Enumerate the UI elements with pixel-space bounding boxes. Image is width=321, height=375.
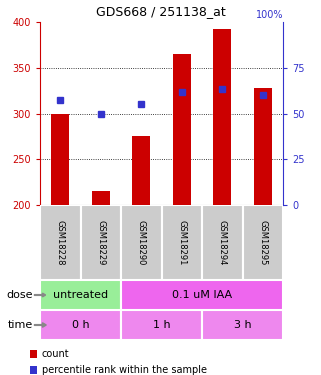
Bar [40,280,121,310]
Text: 0 h: 0 h [72,320,89,330]
Text: percentile rank within the sample: percentile rank within the sample [42,365,207,375]
Text: dose: dose [6,290,33,300]
Text: GSM18228: GSM18228 [56,220,65,265]
Bar [40,205,81,280]
Text: 3 h: 3 h [234,320,251,330]
Text: GSM18290: GSM18290 [137,220,146,265]
Bar [202,310,283,340]
Bar [40,310,121,340]
Text: 1 h: 1 h [153,320,170,330]
Text: GSM18229: GSM18229 [96,220,105,265]
Bar [121,205,161,280]
Bar [242,205,283,280]
Bar [132,136,150,205]
Text: time: time [7,320,33,330]
Text: untreated: untreated [53,290,108,300]
Bar [121,310,202,340]
Bar [254,88,272,205]
Bar [161,205,202,280]
Bar [173,54,191,205]
Text: GSM18291: GSM18291 [177,220,186,265]
Text: GSM18295: GSM18295 [258,220,267,265]
Text: GDS668 / 251138_at: GDS668 / 251138_at [96,6,225,18]
Text: GSM18294: GSM18294 [218,220,227,265]
Text: 100%: 100% [256,10,283,20]
Bar [91,191,110,205]
Bar [202,205,242,280]
Bar [121,280,283,310]
Text: count: count [42,349,70,359]
Bar [51,114,69,205]
Bar [81,205,121,280]
Text: 0.1 uM IAA: 0.1 uM IAA [172,290,232,300]
Bar [213,29,231,205]
